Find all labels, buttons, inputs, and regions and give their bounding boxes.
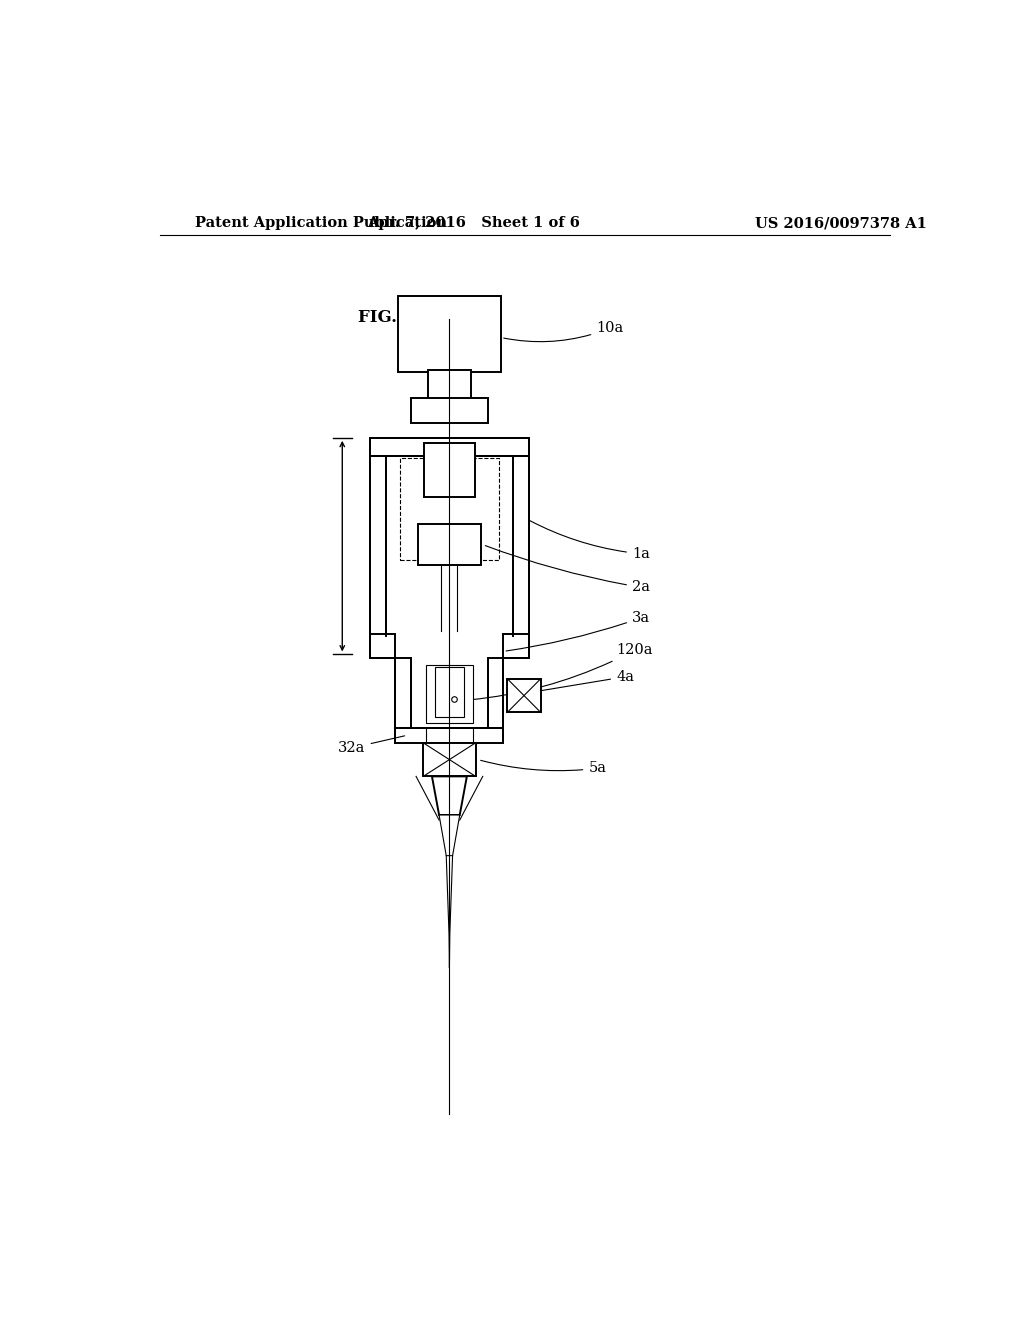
Bar xyxy=(487,659,504,727)
Bar xyxy=(423,743,475,776)
Bar xyxy=(395,727,504,743)
Bar xyxy=(428,370,471,400)
Text: Apr. 7, 2016   Sheet 1 of 6: Apr. 7, 2016 Sheet 1 of 6 xyxy=(367,216,580,230)
Bar xyxy=(370,457,386,636)
Bar xyxy=(412,399,487,422)
Text: 3a: 3a xyxy=(506,611,650,651)
Bar xyxy=(435,667,464,718)
Bar xyxy=(504,634,528,659)
Bar xyxy=(412,659,487,727)
Bar xyxy=(370,634,395,659)
Polygon shape xyxy=(439,814,460,855)
Text: 1a: 1a xyxy=(529,520,650,561)
Bar xyxy=(397,296,501,372)
Bar xyxy=(370,438,528,457)
Text: FIG. 1: FIG. 1 xyxy=(358,309,415,326)
Bar xyxy=(513,457,528,636)
Bar xyxy=(487,659,504,727)
Text: 10a: 10a xyxy=(504,321,624,342)
Polygon shape xyxy=(432,776,467,814)
Bar xyxy=(370,457,386,636)
Bar xyxy=(386,438,513,636)
Bar xyxy=(426,664,473,722)
Text: US 2016/0097378 A1: US 2016/0097378 A1 xyxy=(755,216,927,230)
Text: Patent Application Publication: Patent Application Publication xyxy=(196,216,447,230)
Bar xyxy=(395,727,504,743)
Text: 4a: 4a xyxy=(514,669,634,696)
Bar xyxy=(370,438,528,457)
Bar xyxy=(504,634,528,659)
Text: 2a: 2a xyxy=(485,545,650,594)
Bar xyxy=(395,659,412,727)
Bar xyxy=(424,444,475,496)
Bar xyxy=(370,634,395,659)
Text: 32a: 32a xyxy=(338,735,404,755)
Bar xyxy=(418,524,481,565)
Bar xyxy=(395,659,412,727)
Text: 120a: 120a xyxy=(470,643,652,700)
Bar xyxy=(507,678,541,713)
Text: 5a: 5a xyxy=(480,760,606,775)
Bar xyxy=(513,457,528,636)
Bar xyxy=(400,458,499,560)
